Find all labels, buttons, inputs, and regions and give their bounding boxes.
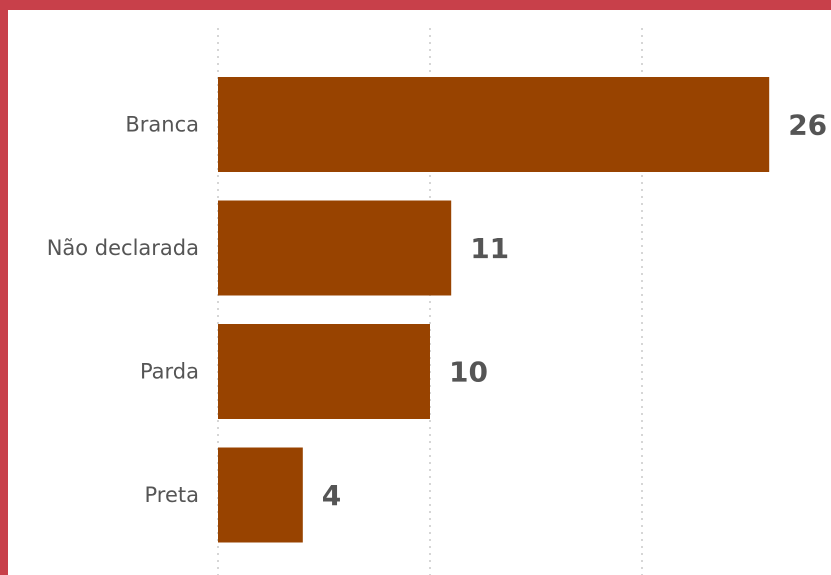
bar-preta[interactable] [218,447,303,543]
category-label: Parda [140,360,199,384]
category-label: Branca [125,113,199,137]
bar-não-declarada[interactable] [218,200,452,296]
data-label: 4 [322,479,341,512]
data-label: 10 [449,356,488,389]
bar-parda[interactable] [218,324,430,419]
category-label: Não declarada [47,236,199,260]
labels: Branca 26 Não declarada 11 Parda 10 Preta 4 [47,109,827,513]
chart-panel: Branca 26 Não declarada 11 Parda 10 Preta 4 [8,10,831,575]
category-label: Preta [145,483,200,507]
bars [218,77,770,543]
data-label: 26 [788,109,827,142]
data-label: 11 [470,232,509,265]
bar-branca[interactable] [218,77,770,172]
bar-chart: Branca 26 Não declarada 11 Parda 10 Preta 4 [47,28,827,575]
